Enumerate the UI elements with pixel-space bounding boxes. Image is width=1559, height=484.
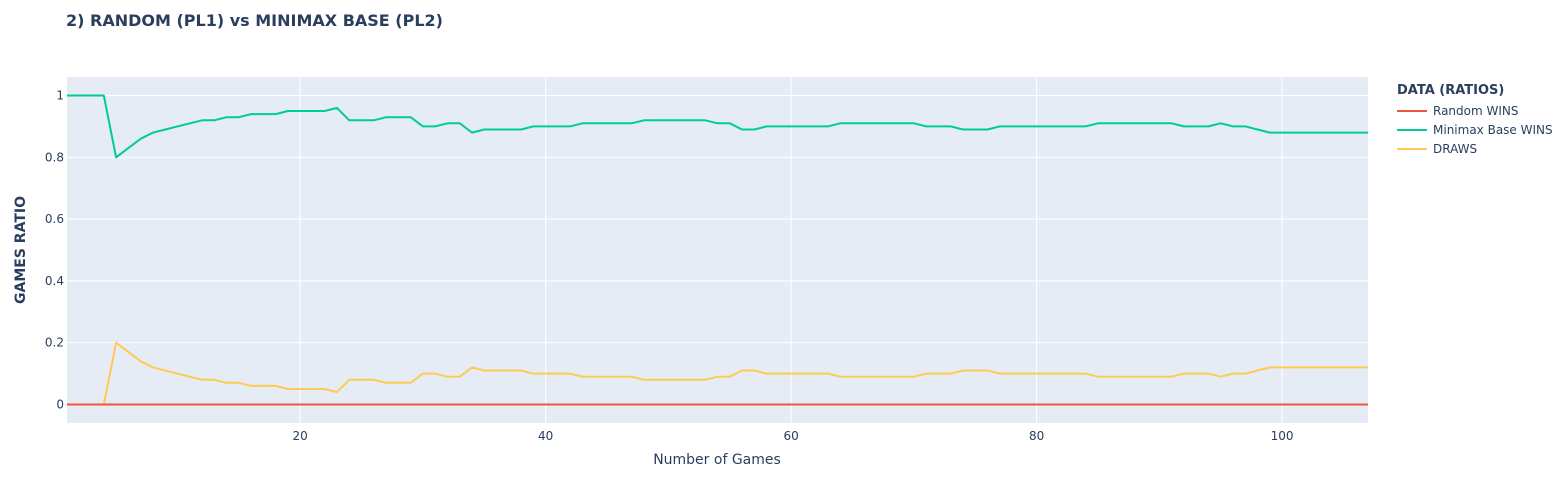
y-tick-label: 0.6 [45,212,64,226]
y-tick-label: 0.2 [45,336,64,350]
x-axis-title: Number of Games [653,452,781,468]
legend-swatch-random-wins [1397,109,1427,112]
x-tick-label: 80 [1029,429,1044,443]
chart-title: 2) RANDOM (PL1) vs MINIMAX BASE (PL2) [66,11,443,30]
y-tick-label: 1 [56,89,64,103]
series-line-minimax-base-wins[interactable] [67,94,1368,159]
x-tick-label: 20 [293,429,308,443]
x-tick-label: 40 [538,429,553,443]
y-axis-title: GAMES RATIO [13,196,29,304]
y-tick-label: 0 [56,397,64,411]
series-lines[interactable] [67,94,1368,406]
legend-title: DATA (RATIOS) [1397,83,1505,98]
series-line-draws[interactable] [67,341,1368,406]
legend-swatch-minimax-wins [1397,128,1427,131]
plot-background [67,77,1368,423]
legend-item-random-wins[interactable]: Random WINS [1397,101,1553,120]
legend: DATA (RATIOS) Random WINS Minimax Base W… [1397,83,1553,158]
legend-label: DRAWS [1433,141,1478,156]
legend-swatch-draws [1397,147,1427,150]
x-tick-label: 60 [784,429,799,443]
legend-item-minimax-wins[interactable]: Minimax Base WINS [1397,120,1553,139]
y-tick-label: 0.4 [45,274,64,288]
legend-label: Random WINS [1433,103,1519,118]
tick-labels: 0 0.2 0.4 0.6 0.8 1 20 40 60 80 100 [45,89,1294,443]
legend-label: Minimax Base WINS [1433,122,1553,137]
legend-item-draws[interactable]: DRAWS [1397,139,1553,158]
x-tick-label: 100 [1271,429,1294,443]
y-tick-label: 0.8 [45,150,64,164]
